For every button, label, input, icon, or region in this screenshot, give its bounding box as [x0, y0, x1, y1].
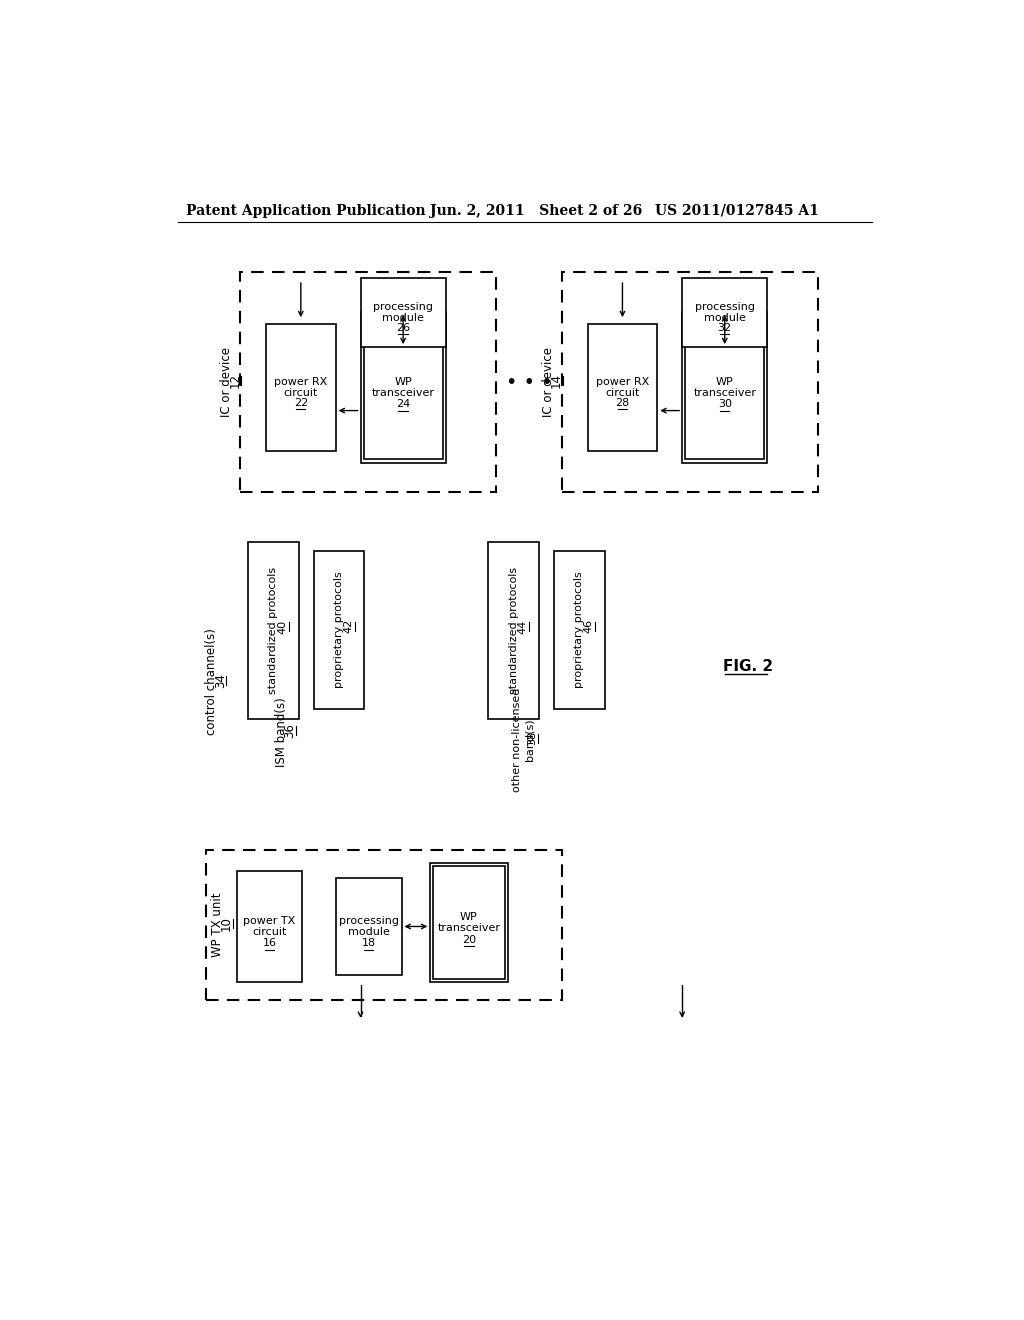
Text: power RX
circuit: power RX circuit	[596, 376, 649, 399]
Bar	[266, 323, 336, 451]
Text: WP
transceiver: WP transceiver	[372, 376, 434, 399]
Bar	[336, 878, 401, 974]
Bar	[237, 871, 302, 982]
Text: standardized protocols: standardized protocols	[268, 566, 279, 694]
Text: other non-licensed
band(s): other non-licensed band(s)	[512, 688, 535, 792]
Text: 24: 24	[396, 400, 411, 409]
Text: 26: 26	[396, 323, 411, 333]
Text: control channel(s): control channel(s)	[205, 628, 218, 735]
Text: 30: 30	[718, 400, 732, 409]
Text: processing
module: processing module	[339, 916, 398, 937]
Bar	[554, 552, 604, 709]
Text: WP
transceiver: WP transceiver	[693, 376, 757, 399]
Text: processing
module: processing module	[373, 301, 433, 323]
Text: power RX
circuit: power RX circuit	[274, 376, 328, 399]
Text: 16: 16	[262, 939, 276, 948]
Bar	[433, 866, 505, 979]
Text: • • •: • • •	[506, 372, 552, 392]
Text: 40: 40	[278, 619, 288, 634]
Text: 22: 22	[294, 397, 308, 408]
Text: 28: 28	[615, 397, 630, 408]
Bar	[430, 863, 508, 982]
Text: 34: 34	[214, 673, 226, 688]
Bar	[241, 272, 496, 492]
Text: 38: 38	[526, 731, 537, 746]
Bar	[685, 315, 764, 459]
Text: IC or device: IC or device	[220, 347, 232, 417]
Text: ISM band(s): ISM band(s)	[275, 697, 288, 767]
Text: proprietary protocols: proprietary protocols	[574, 572, 585, 689]
Text: proprietary protocols: proprietary protocols	[334, 572, 344, 689]
Text: 10: 10	[220, 916, 232, 931]
Text: US 2011/0127845 A1: US 2011/0127845 A1	[655, 203, 819, 218]
Bar	[562, 272, 818, 492]
Text: WP
transceiver: WP transceiver	[437, 912, 501, 933]
Text: Patent Application Publication: Patent Application Publication	[186, 203, 426, 218]
Text: 32: 32	[718, 323, 732, 333]
Text: IC or device: IC or device	[542, 347, 555, 417]
Bar	[206, 850, 562, 1001]
Bar	[360, 313, 445, 462]
Text: Jun. 2, 2011   Sheet 2 of 26: Jun. 2, 2011 Sheet 2 of 26	[430, 203, 642, 218]
Text: 12: 12	[228, 374, 242, 388]
Text: 20: 20	[462, 935, 476, 945]
Bar	[364, 315, 442, 459]
Bar	[314, 552, 365, 709]
Text: 14: 14	[550, 374, 563, 388]
Text: 44: 44	[518, 619, 527, 634]
Text: WP TX unit: WP TX unit	[211, 892, 224, 957]
Text: 46: 46	[584, 619, 594, 634]
Text: standardized protocols: standardized protocols	[509, 566, 518, 694]
Bar	[248, 543, 299, 719]
Text: 36: 36	[284, 723, 297, 738]
Bar	[360, 277, 445, 347]
Text: FIG. 2: FIG. 2	[723, 659, 773, 675]
Text: power TX
circuit: power TX circuit	[244, 916, 296, 937]
Bar	[682, 313, 767, 462]
Bar	[682, 277, 767, 347]
Text: processing
module: processing module	[694, 301, 755, 323]
Bar	[588, 323, 657, 451]
Text: 42: 42	[343, 619, 353, 634]
Bar	[488, 543, 539, 719]
Text: 18: 18	[361, 939, 376, 948]
